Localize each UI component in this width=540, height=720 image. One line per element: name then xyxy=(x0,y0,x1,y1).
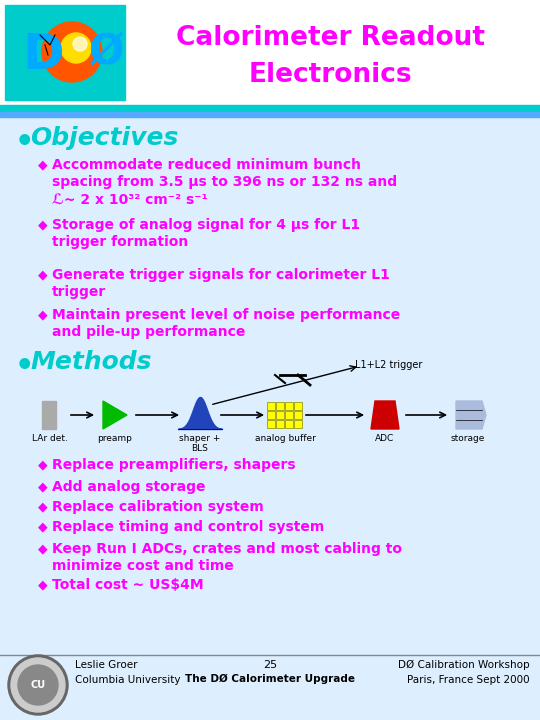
Text: D: D xyxy=(22,31,64,79)
Circle shape xyxy=(11,658,65,712)
Polygon shape xyxy=(456,401,486,429)
Text: Storage of analog signal for 4 μs for L1
trigger formation: Storage of analog signal for 4 μs for L1… xyxy=(52,218,360,249)
Text: CU: CU xyxy=(30,680,45,690)
Text: Total cost ~ US$4M: Total cost ~ US$4M xyxy=(52,578,204,592)
Text: shaper +
BLS: shaper + BLS xyxy=(179,434,221,454)
Text: ◆: ◆ xyxy=(38,520,48,533)
Text: Generate trigger signals for calorimeter L1
trigger: Generate trigger signals for calorimeter… xyxy=(52,268,390,300)
Text: ◆: ◆ xyxy=(38,578,48,591)
Text: Add analog storage: Add analog storage xyxy=(52,480,206,494)
Text: Accommodate reduced minimum bunch
spacing from 3.5 μs to 396 ns or 132 ns and
ℒ~: Accommodate reduced minimum bunch spacin… xyxy=(52,158,397,207)
Text: ◆: ◆ xyxy=(38,500,48,513)
Text: Maintain present level of noise performance
and pile-up performance: Maintain present level of noise performa… xyxy=(52,308,400,339)
Circle shape xyxy=(8,655,68,715)
Text: LAr det.: LAr det. xyxy=(32,434,68,443)
Bar xyxy=(5,5,125,100)
Bar xyxy=(285,402,293,410)
Text: Columbia University: Columbia University xyxy=(75,675,180,685)
Bar xyxy=(42,401,56,429)
Text: Leslie Groer: Leslie Groer xyxy=(75,660,138,670)
Bar xyxy=(267,411,275,419)
Text: ◆: ◆ xyxy=(38,268,48,281)
Text: ◆: ◆ xyxy=(38,218,48,231)
Text: DØ Calibration Workshop: DØ Calibration Workshop xyxy=(399,660,530,670)
Polygon shape xyxy=(103,401,127,429)
Circle shape xyxy=(61,33,91,63)
Bar xyxy=(0,112,540,117)
Circle shape xyxy=(73,37,87,51)
Text: Calorimeter Readout: Calorimeter Readout xyxy=(176,25,484,51)
Text: ◆: ◆ xyxy=(38,542,48,555)
Text: Replace timing and control system: Replace timing and control system xyxy=(52,520,324,534)
Text: Objectives: Objectives xyxy=(30,126,178,150)
Text: ◆: ◆ xyxy=(38,480,48,493)
Text: Keep Run I ADCs, crates and most cabling to
minimize cost and time: Keep Run I ADCs, crates and most cabling… xyxy=(52,542,402,573)
Text: preamp: preamp xyxy=(98,434,132,443)
Bar xyxy=(294,420,302,428)
Text: Paris, France Sept 2000: Paris, France Sept 2000 xyxy=(407,675,530,685)
Bar xyxy=(267,420,275,428)
Text: Replace preamplifiers, shapers: Replace preamplifiers, shapers xyxy=(52,458,295,472)
Text: Replace calibration system: Replace calibration system xyxy=(52,500,264,514)
Text: Ø: Ø xyxy=(88,31,124,73)
Circle shape xyxy=(42,22,102,82)
Bar xyxy=(276,402,284,410)
Text: The DØ Calorimeter Upgrade: The DØ Calorimeter Upgrade xyxy=(185,674,355,684)
Bar xyxy=(285,420,293,428)
Text: L1+L2 trigger: L1+L2 trigger xyxy=(355,360,422,370)
Circle shape xyxy=(18,665,58,705)
Text: ◆: ◆ xyxy=(38,158,48,171)
Polygon shape xyxy=(371,401,399,429)
Text: 25: 25 xyxy=(263,660,277,670)
Text: •: • xyxy=(15,352,35,381)
Text: analog buffer: analog buffer xyxy=(254,434,315,443)
Bar xyxy=(285,411,293,419)
Text: •: • xyxy=(15,128,35,157)
Bar xyxy=(294,411,302,419)
Text: storage: storage xyxy=(451,434,485,443)
Bar xyxy=(0,105,540,112)
Text: ◆: ◆ xyxy=(38,308,48,321)
Text: ◆: ◆ xyxy=(38,458,48,471)
Bar xyxy=(294,402,302,410)
Bar xyxy=(276,420,284,428)
Text: ADC: ADC xyxy=(375,434,395,443)
Text: Methods: Methods xyxy=(30,350,152,374)
Text: Electronics: Electronics xyxy=(248,62,412,88)
Bar xyxy=(0,0,540,105)
Bar xyxy=(267,402,275,410)
Bar xyxy=(276,411,284,419)
